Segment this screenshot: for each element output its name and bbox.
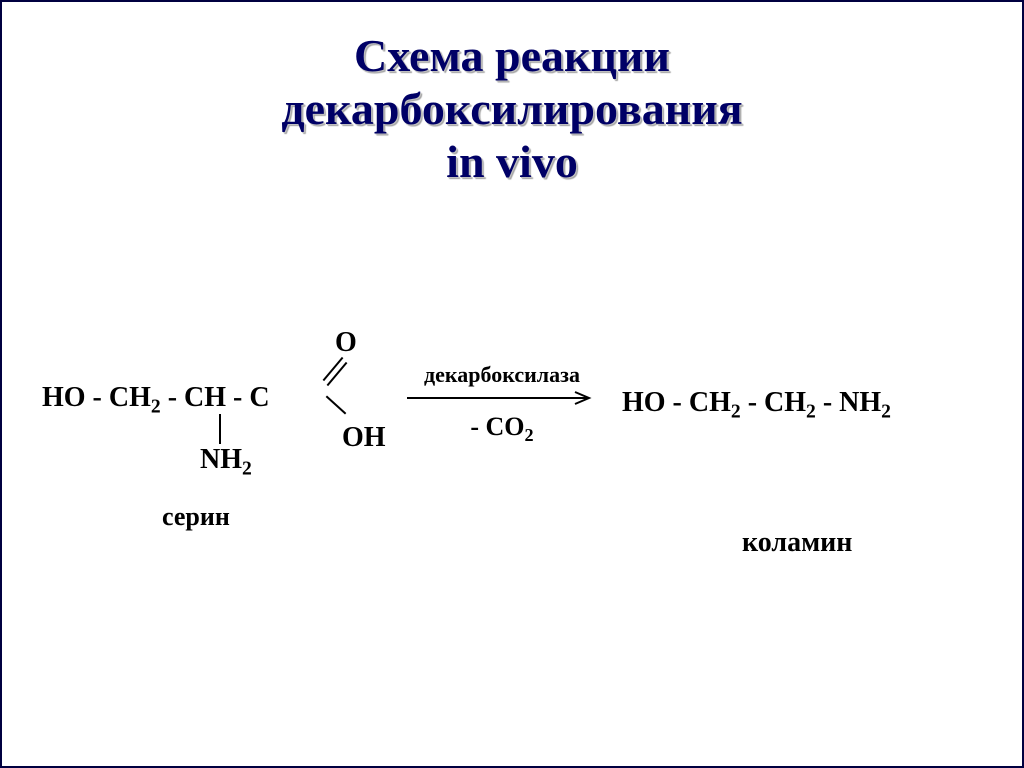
product-label: коламин [742, 527, 852, 559]
title-line-1: Схема реакции [354, 30, 670, 81]
single-bond-icon [326, 396, 347, 415]
reactant-main-chain: HO - CH2 - CH - C [42, 382, 270, 413]
enzyme-label: декарбоксилаза [392, 362, 612, 388]
reactant-label: серин [162, 502, 230, 532]
amine-group: NH2 [200, 444, 252, 481]
double-bond-icon [320, 354, 346, 384]
reactant-molecule: HO - CH2 - CH - C O OH NH2 серин [42, 382, 270, 419]
title-line-2: декарбоксилирования [281, 83, 742, 134]
title-line-3: in vivo [446, 136, 578, 187]
slide-title: Схема реакции декарбоксилирования in viv… [2, 2, 1022, 189]
byproduct-label: - CO2 [392, 412, 612, 446]
reaction-arrow-block: декарбоксилаза - CO2 [392, 362, 612, 446]
reaction-arrow-icon [392, 390, 612, 410]
hydroxyl-group: OH [342, 422, 386, 454]
amine-bond-icon [219, 414, 221, 444]
slide-frame: Схема реакции декарбоксилирования in viv… [0, 0, 1024, 768]
product-molecule: HO - CH2 - CH2 - NH2 [622, 387, 891, 424]
